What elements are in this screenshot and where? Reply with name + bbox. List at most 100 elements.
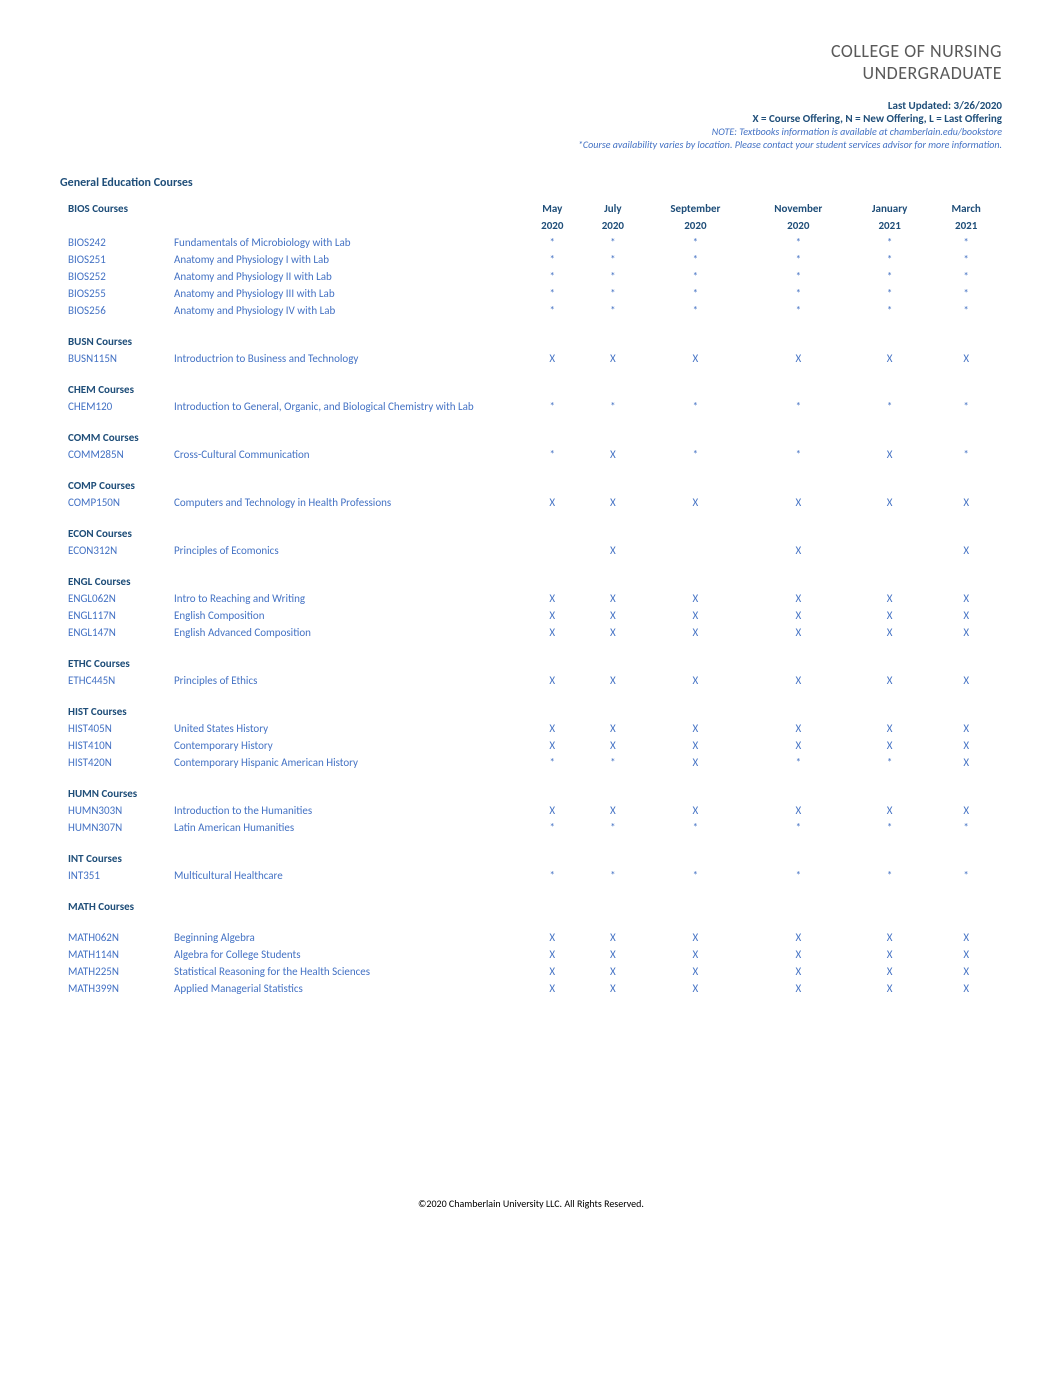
- table-row: HIST405NUnited States HistoryXXXXXX: [60, 720, 1002, 737]
- offering-cell: *: [849, 234, 930, 251]
- offering-cell: *: [583, 234, 644, 251]
- offering-cell: X: [583, 350, 644, 367]
- course-name: Beginning Algebra: [166, 929, 522, 946]
- group-title: COMP Courses: [60, 477, 1002, 494]
- offering-cell: X: [643, 802, 748, 819]
- group-title: ENGL Courses: [60, 573, 1002, 590]
- table-row: MATH399NApplied Managerial StatisticsXXX…: [60, 980, 1002, 997]
- group-title-row: CHEM Courses: [60, 381, 1002, 398]
- table-row: ENGL147NEnglish Advanced CompositionXXXX…: [60, 624, 1002, 641]
- col-month-3: November: [748, 200, 849, 217]
- offering-cell: *: [522, 234, 583, 251]
- last-updated: Last Updated: 3/26/2020: [60, 99, 1002, 112]
- offering-cell: X: [748, 590, 849, 607]
- offering-cell: X: [522, 672, 583, 689]
- offering-cell: *: [522, 251, 583, 268]
- group-title: ETHC Courses: [60, 655, 1002, 672]
- title-line-1: COLLEGE OF NURSING: [60, 40, 1002, 62]
- offering-cell: *: [643, 285, 748, 302]
- offering-cell: *: [522, 754, 583, 771]
- col-month-4: January: [849, 200, 930, 217]
- offering-cell: *: [583, 302, 644, 319]
- course-code: CHEM120: [60, 398, 166, 415]
- offering-cell: *: [748, 398, 849, 415]
- course-code: HIST405N: [60, 720, 166, 737]
- header-years-row: 2020 2020 2020 2020 2021 2021: [60, 217, 1002, 234]
- note-availability: *Course availability varies by location.…: [60, 138, 1002, 151]
- offering-cell: *: [930, 234, 1002, 251]
- spacer-row: [60, 836, 1002, 850]
- offering-cell: X: [930, 494, 1002, 511]
- offering-cell: X: [748, 963, 849, 980]
- offering-cell: *: [643, 251, 748, 268]
- course-table: BIOS Courses May July September November…: [60, 200, 1002, 997]
- table-row: HUMN307NLatin American Humanities******: [60, 819, 1002, 836]
- offering-cell: *: [522, 285, 583, 302]
- offering-cell: X: [583, 494, 644, 511]
- offering-cell: *: [643, 234, 748, 251]
- spacer-row: [60, 367, 1002, 381]
- legend-text: X = Course Offering, N = New Offering, L…: [60, 112, 1002, 125]
- course-name: Latin American Humanities: [166, 819, 522, 836]
- col-year-3: 2020: [748, 217, 849, 234]
- offering-cell: X: [643, 607, 748, 624]
- offering-cell: X: [583, 607, 644, 624]
- offering-cell: X: [643, 737, 748, 754]
- offering-cell: *: [748, 285, 849, 302]
- offering-cell: *: [522, 819, 583, 836]
- table-header: BIOS Courses May July September November…: [60, 200, 1002, 234]
- group-title-row: INT Courses: [60, 850, 1002, 867]
- offering-cell: X: [583, 590, 644, 607]
- offering-cell: X: [522, 980, 583, 997]
- offering-cell: *: [930, 302, 1002, 319]
- offering-cell: X: [748, 607, 849, 624]
- course-code: MATH114N: [60, 946, 166, 963]
- offering-cell: *: [930, 268, 1002, 285]
- course-code: MATH062N: [60, 929, 166, 946]
- offering-cell: X: [522, 624, 583, 641]
- offering-cell: *: [849, 285, 930, 302]
- group-title-row: MATH Courses: [60, 898, 1002, 915]
- spacer-row: [60, 771, 1002, 785]
- course-code: ENGL117N: [60, 607, 166, 624]
- group-title: HUMN Courses: [60, 785, 1002, 802]
- offering-cell: *: [930, 398, 1002, 415]
- course-code: BIOS256: [60, 302, 166, 319]
- table-row: BIOS242Fundamentals of Microbiology with…: [60, 234, 1002, 251]
- offering-cell: X: [748, 672, 849, 689]
- table-row: HIST420NContemporary Hispanic American H…: [60, 754, 1002, 771]
- group-title: MATH Courses: [60, 898, 1002, 915]
- blank-header: [60, 217, 166, 234]
- offering-cell: X: [930, 607, 1002, 624]
- offering-cell: X: [522, 737, 583, 754]
- col-year-2: 2020: [643, 217, 748, 234]
- course-code: HUMN307N: [60, 819, 166, 836]
- spacer-row: [60, 689, 1002, 703]
- offering-cell: X: [930, 720, 1002, 737]
- course-code: BIOS255: [60, 285, 166, 302]
- offering-cell: X: [849, 963, 930, 980]
- group-title: CHEM Courses: [60, 381, 1002, 398]
- offering-cell: X: [583, 980, 644, 997]
- offering-cell: X: [849, 590, 930, 607]
- table-row: MATH114NAlgebra for College StudentsXXXX…: [60, 946, 1002, 963]
- offering-cell: X: [930, 754, 1002, 771]
- spacer-row: [60, 884, 1002, 898]
- offering-cell: X: [849, 672, 930, 689]
- offering-cell: [522, 542, 583, 559]
- course-code: INT351: [60, 867, 166, 884]
- group-title-row: BUSN Courses: [60, 333, 1002, 350]
- offering-cell: X: [522, 929, 583, 946]
- offering-cell: X: [930, 672, 1002, 689]
- offering-cell: *: [930, 446, 1002, 463]
- offering-cell: *: [522, 398, 583, 415]
- offering-cell: X: [583, 446, 644, 463]
- spacer-row: [60, 415, 1002, 429]
- offering-cell: X: [849, 980, 930, 997]
- offering-cell: *: [849, 754, 930, 771]
- spacer-row: [60, 319, 1002, 333]
- offering-cell: [849, 542, 930, 559]
- course-name: English Advanced Composition: [166, 624, 522, 641]
- course-name: Cross-Cultural Communication: [166, 446, 522, 463]
- col-year-4: 2021: [849, 217, 930, 234]
